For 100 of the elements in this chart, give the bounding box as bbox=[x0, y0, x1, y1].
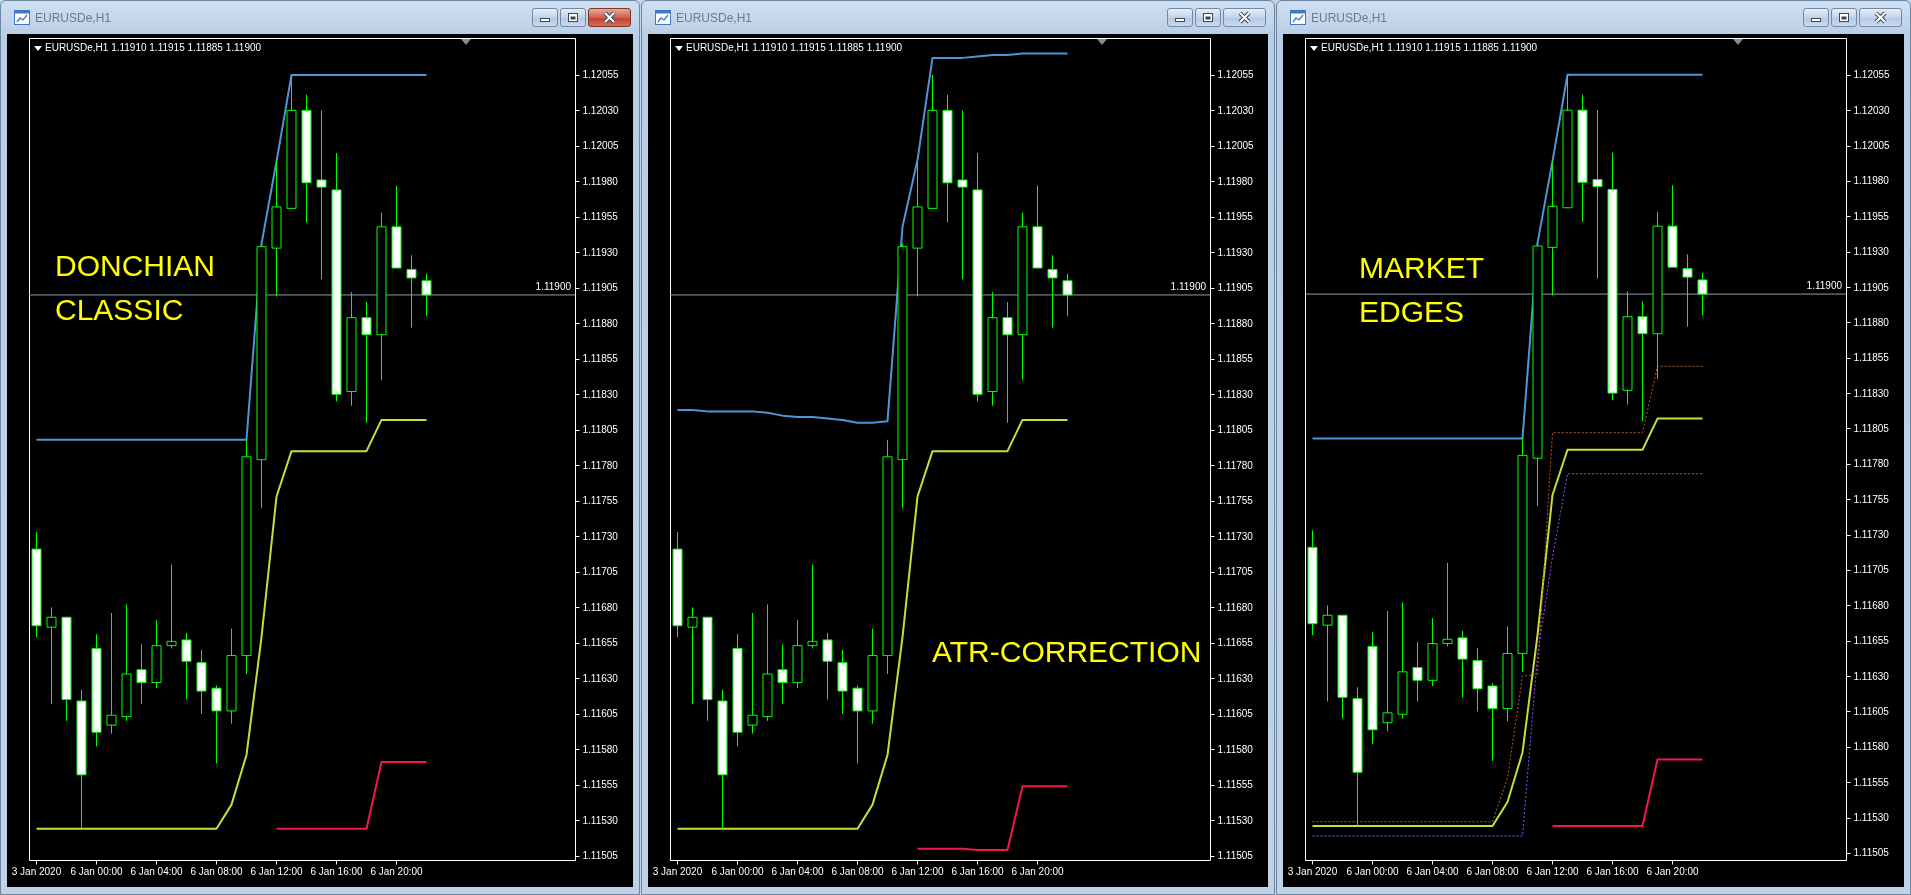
x-tick-label: 3 Jan 2020 bbox=[11, 865, 62, 877]
chart-subtitle: EURUSDe,H1 1.11910 1.11915 1.11885 1.11900 bbox=[686, 42, 903, 53]
y-tick-label: 1.11505 bbox=[582, 850, 619, 862]
candlestick bbox=[747, 612, 758, 735]
ref-line-label: 1.11900 bbox=[1170, 280, 1207, 292]
candlestick bbox=[1062, 273, 1073, 317]
candlestick bbox=[807, 564, 818, 649]
y-tick-label: 1.11855 bbox=[1217, 353, 1254, 365]
y-tick-label: 1.11555 bbox=[1853, 776, 1890, 788]
candlestick bbox=[777, 643, 788, 705]
y-tick-label: 1.11905 bbox=[582, 282, 619, 294]
y-tick-label: 1.11905 bbox=[1217, 282, 1254, 294]
y-tick-label: 1.11830 bbox=[582, 388, 619, 400]
y-tick-label: 1.11880 bbox=[582, 317, 619, 329]
candlestick bbox=[211, 684, 222, 764]
ref-line-label: 1.11900 bbox=[1806, 280, 1843, 292]
candlestick bbox=[1047, 254, 1058, 329]
y-tick-label: 1.11655 bbox=[582, 637, 619, 649]
x-tick-label: 6 Jan 04:00 bbox=[1406, 865, 1460, 877]
y-tick-label: 1.11655 bbox=[1217, 637, 1254, 649]
candlestick bbox=[1412, 641, 1423, 703]
y-tick-label: 1.11730 bbox=[582, 530, 619, 542]
candlestick bbox=[687, 606, 698, 705]
y-tick-label: 1.11630 bbox=[1217, 672, 1254, 684]
x-tick-label: 6 Jan 08:00 bbox=[1466, 865, 1520, 877]
y-tick-label: 1.11505 bbox=[1217, 850, 1254, 862]
y-tick-label: 1.11580 bbox=[582, 743, 619, 755]
candlestick bbox=[822, 632, 833, 701]
line-series bbox=[35, 73, 428, 441]
y-tick-label: 1.12005 bbox=[582, 140, 620, 152]
y-tick-label: 1.11755 bbox=[1217, 495, 1254, 507]
y-tick-label: 1.11805 bbox=[1853, 422, 1890, 434]
candlestick bbox=[852, 684, 863, 764]
y-tick-label: 1.12005 bbox=[1853, 140, 1891, 152]
y-tick-label: 1.11730 bbox=[1217, 530, 1254, 542]
x-tick-label: 6 Jan 16:00 bbox=[1586, 865, 1640, 877]
chart-title: EURUSDe,H1 bbox=[35, 11, 112, 25]
y-tick-label: 1.11880 bbox=[1217, 317, 1254, 329]
y-tick-label: 1.11955 bbox=[1217, 211, 1254, 223]
line-series bbox=[35, 418, 428, 830]
y-tick-label: 1.11780 bbox=[582, 459, 619, 471]
x-tick-label: 6 Jan 04:00 bbox=[130, 865, 184, 877]
y-tick-label: 1.11930 bbox=[1217, 246, 1254, 258]
chart-title: EURUSDe,H1 bbox=[676, 11, 753, 25]
candlestick bbox=[1002, 301, 1013, 424]
y-tick-label: 1.11530 bbox=[1217, 814, 1254, 826]
candlestick bbox=[1442, 562, 1453, 647]
chart-subtitle: EURUSDe,H1 1.11910 1.11915 1.11885 1.11900 bbox=[45, 42, 262, 53]
y-tick-label: 1.11830 bbox=[1853, 387, 1890, 399]
candlestick bbox=[106, 612, 117, 735]
candlestick bbox=[46, 606, 57, 705]
candlestick bbox=[1382, 610, 1393, 732]
x-tick-label: 6 Jan 08:00 bbox=[831, 865, 885, 877]
chart-title: EURUSDe,H1 bbox=[1311, 11, 1388, 25]
y-tick-label: 1.11930 bbox=[1853, 246, 1890, 258]
annotation: ATR-CORRECTION bbox=[932, 635, 1202, 668]
y-tick-label: 1.11730 bbox=[1853, 529, 1890, 541]
y-tick-label: 1.11605 bbox=[1853, 705, 1890, 717]
y-tick-label: 1.12005 bbox=[1217, 140, 1255, 152]
y-tick-label: 1.11555 bbox=[582, 779, 619, 791]
candlestick bbox=[1637, 300, 1648, 422]
x-tick-label: 6 Jan 04:00 bbox=[771, 865, 825, 877]
x-tick-label: 6 Jan 12:00 bbox=[250, 865, 304, 877]
y-tick-label: 1.12030 bbox=[582, 104, 620, 116]
x-tick-label: 6 Jan 12:00 bbox=[891, 865, 945, 877]
y-tick-label: 1.11555 bbox=[1217, 779, 1254, 791]
x-tick-label: 6 Jan 12:00 bbox=[1526, 865, 1580, 877]
y-tick-label: 1.11605 bbox=[582, 708, 619, 720]
x-tick-label: 6 Jan 00:00 bbox=[70, 865, 124, 877]
x-tick-label: 6 Jan 16:00 bbox=[310, 865, 364, 877]
y-tick-label: 1.11955 bbox=[582, 211, 619, 223]
y-tick-label: 1.11530 bbox=[582, 814, 619, 826]
y-tick-label: 1.11930 bbox=[582, 246, 619, 258]
y-tick-label: 1.11605 bbox=[1217, 708, 1254, 720]
y-tick-label: 1.11855 bbox=[1853, 352, 1890, 364]
y-tick-label: 1.11580 bbox=[1853, 741, 1890, 753]
y-tick-label: 1.11505 bbox=[1853, 847, 1890, 859]
y-tick-label: 1.11680 bbox=[1853, 599, 1890, 611]
y-tick-label: 1.11805 bbox=[582, 424, 619, 436]
y-tick-label: 1.11880 bbox=[1853, 316, 1890, 328]
chart-subtitle: EURUSDe,H1 1.11910 1.11915 1.11885 1.11900 bbox=[1321, 42, 1538, 53]
x-tick-label: 3 Jan 2020 bbox=[652, 865, 703, 877]
y-tick-label: 1.11755 bbox=[1853, 493, 1890, 505]
y-tick-label: 1.11980 bbox=[1217, 175, 1254, 187]
annotation: DONCHIAN CLASSIC bbox=[55, 249, 216, 326]
y-tick-label: 1.11630 bbox=[1853, 670, 1890, 682]
candlestick bbox=[361, 301, 372, 424]
y-tick-label: 1.11980 bbox=[582, 175, 619, 187]
line-series bbox=[1312, 473, 1703, 837]
y-tick-label: 1.11830 bbox=[1217, 388, 1254, 400]
candlestick bbox=[136, 643, 147, 705]
y-tick-label: 1.12055 bbox=[1217, 69, 1255, 81]
candlestick bbox=[1487, 682, 1498, 762]
candlestick bbox=[421, 273, 432, 317]
y-tick-label: 1.12030 bbox=[1853, 104, 1891, 116]
y-tick-label: 1.11980 bbox=[1853, 175, 1890, 187]
x-tick-label: 6 Jan 00:00 bbox=[711, 865, 765, 877]
candlestick bbox=[957, 109, 968, 280]
y-tick-label: 1.11755 bbox=[582, 495, 619, 507]
candlestick bbox=[1322, 604, 1333, 703]
